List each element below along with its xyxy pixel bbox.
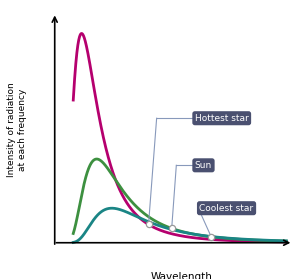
Text: Coolest star: Coolest star xyxy=(199,204,254,213)
Text: Wavelength: Wavelength xyxy=(150,272,212,279)
Text: Sun: Sun xyxy=(195,161,212,170)
Text: Hottest star: Hottest star xyxy=(195,114,249,123)
Text: Intensity of radiation
at each frequency: Intensity of radiation at each frequency xyxy=(7,82,27,177)
